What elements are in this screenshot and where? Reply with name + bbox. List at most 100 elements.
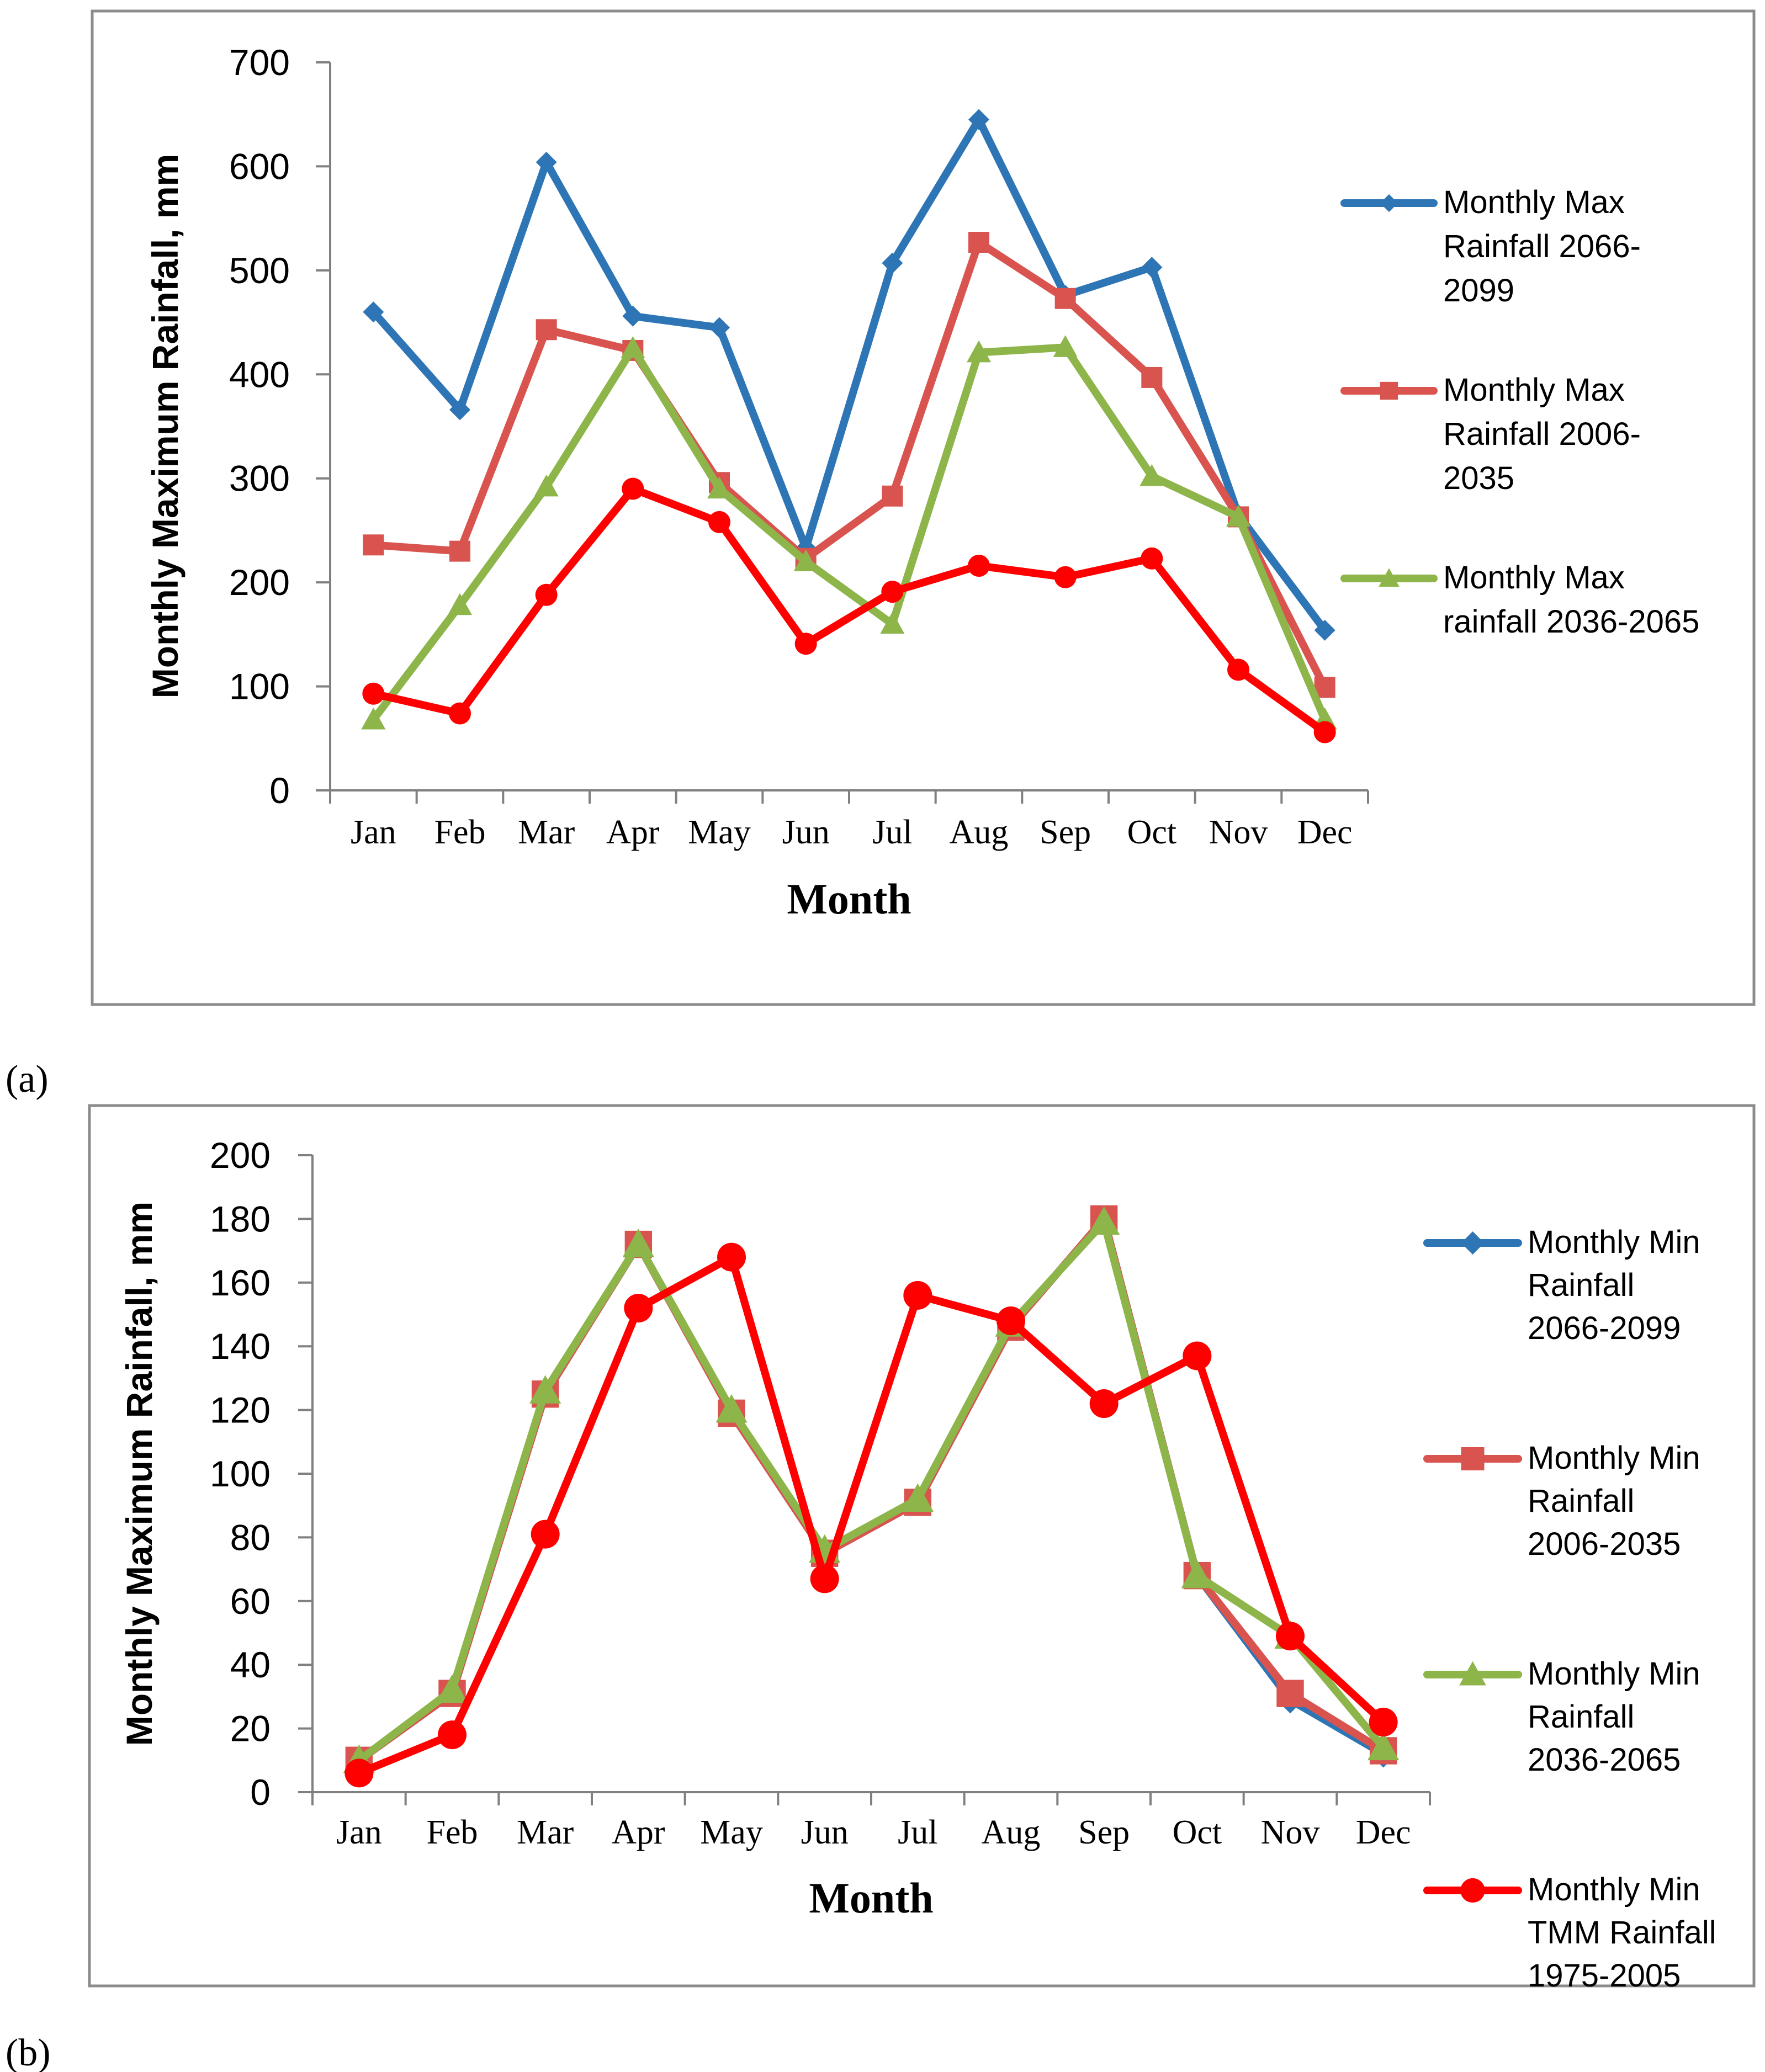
panel-0-data-point-jun	[793, 549, 818, 572]
panel-1-data-point-may	[715, 1394, 748, 1423]
panel-1-legend-label: 2066-2099	[1528, 1310, 1681, 1346]
panel-0-data-point-aug	[967, 340, 991, 363]
panel-1-y-tick-label: 80	[230, 1517, 271, 1558]
panel-0-x-tick-label-aug: Aug	[950, 814, 1009, 851]
panel-1-legend-label: TMM Rainfall	[1528, 1915, 1716, 1951]
panel-0-data-point-aug	[968, 231, 989, 253]
panel-0-data-point-may	[707, 476, 732, 499]
panel-1-legend: Monthly Min Rainfall 2066-2099 Monthly Min R…	[1423, 1224, 1716, 1994]
panel-1-y-tick-label: 100	[210, 1453, 271, 1494]
panel-0-data-point-mar	[535, 583, 558, 606]
panel-a-label: (a)	[6, 1058, 49, 1101]
panel-0-data-point-apr	[622, 477, 644, 500]
panel-0-data-point-feb	[449, 399, 470, 421]
panel-0-data-point-oct	[1141, 257, 1163, 278]
panel-0-data-point-may	[709, 317, 730, 338]
panel-1-x-tick-label-oct: Oct	[1173, 1814, 1222, 1851]
panel-1-legend-label: Monthly Min	[1528, 1872, 1700, 1908]
panel-1-legend-marker	[1461, 1447, 1485, 1470]
panel-0-data-point-sep	[1053, 335, 1078, 357]
panel-1-legend-label: Monthly Min	[1528, 1224, 1700, 1260]
panel-1-y-tick-label: 0	[250, 1772, 271, 1813]
panel-1-series-line	[355, 1253, 1387, 1777]
panel-1-data-point-sep	[1089, 1389, 1119, 1418]
panel-0-series-line	[369, 115, 1329, 634]
panel-0-data-point-jul	[882, 485, 903, 507]
panel-1-y-tick-label: 140	[210, 1326, 271, 1367]
panel-0-data-point-dec	[1313, 721, 1336, 743]
panel-0-legend-marker	[1379, 568, 1400, 587]
panel-1-legend-label: 2006-2035	[1528, 1526, 1681, 1562]
panel-0-data-point-jul	[882, 252, 903, 274]
panel-1-y-tick-label: 40	[230, 1644, 271, 1685]
panel-0-x-tick-label-feb: Feb	[434, 814, 486, 851]
panel-0-data-point-oct	[1141, 366, 1163, 388]
panel-1-data-point-oct	[1181, 1560, 1213, 1588]
panel-0-data-point-feb	[448, 593, 472, 615]
panel-0-legend-label: 2099	[1443, 273, 1514, 309]
panel-0-y-axis-title: Monthly Maximum Rainfall, mm	[145, 154, 185, 698]
panel-1-x-tick-label-nov: Nov	[1261, 1814, 1320, 1851]
panel-1-y-tick-label: 200	[210, 1135, 271, 1176]
panel-0-data-point-mar	[536, 151, 557, 173]
panel-0-legend-label: rainfall 2036-2065	[1443, 604, 1699, 640]
panel-0-x-tick-label-jan: Jan	[351, 814, 396, 851]
panel-0-legend: Monthly Max Rainfall 2066- 2099 Monthly Max…	[1340, 184, 1699, 640]
panel-1-legend-marker	[1460, 1878, 1485, 1903]
panel-1-y-tick-label: 60	[230, 1581, 271, 1622]
panel-0-data-point-may	[708, 511, 730, 533]
panel-1-data-point-mar	[531, 1520, 560, 1549]
panel-0-data-point-aug	[968, 554, 990, 577]
panel-0-legend-label: 2035	[1443, 460, 1514, 496]
panel-0-data-point-nov	[1226, 504, 1250, 527]
panel-1-data-point-aug	[997, 1306, 1025, 1336]
panel-0-data-point-sep	[1054, 566, 1077, 588]
panel-1-data-point-apr	[624, 1293, 653, 1322]
panel-0-series-line	[369, 343, 1329, 724]
panel-1-x-tick-label-feb: Feb	[427, 1814, 478, 1851]
panel-0-legend-marker	[1380, 194, 1398, 212]
panel-0-x-tick-label-sep: Sep	[1040, 814, 1091, 851]
panel-0-x-tick-label-may: May	[688, 814, 751, 851]
panel-1-y-axis-title: Monthly Maximum Rainfall, mm	[119, 1202, 160, 1746]
panel-0-legend-label: Monthly Max	[1443, 184, 1625, 220]
panel-1-data-point-nov	[1276, 1680, 1304, 1707]
panel-0-legend-label: Monthly Max	[1443, 372, 1625, 408]
panel-0-legend-label: Monthly Max	[1443, 560, 1625, 596]
panel-0-x-tick-label-oct: Oct	[1127, 814, 1177, 851]
panel-1-data-point-feb	[436, 1674, 468, 1703]
panel-0-y-tick-label: 0	[269, 770, 290, 811]
panel-1-legend-marker	[1461, 1231, 1485, 1255]
panel-1-data-point-jan	[344, 1758, 374, 1788]
panel-1-legend-marker	[1459, 1661, 1486, 1686]
panel-0-data-point-jan	[363, 301, 384, 323]
panel-b-label: (b)	[6, 2032, 51, 2072]
panel-a-frame	[91, 9, 1756, 1006]
panel-1-legend-label: Rainfall	[1528, 1267, 1634, 1303]
panel-0-data-point-apr	[621, 336, 645, 358]
panel-1-y-tick-label: 160	[210, 1262, 271, 1303]
panel-1-data-point-jun	[810, 1564, 839, 1593]
panel-0-data-point-oct	[1141, 547, 1163, 570]
panel-0-data-point-mar	[534, 474, 559, 497]
panel-0-data-point-jul	[880, 612, 905, 634]
panel-0-x-tick-label-nov: Nov	[1209, 814, 1268, 851]
panel-1-y-tick-label: 20	[230, 1708, 271, 1749]
panel-0-data-point-nov	[1227, 658, 1249, 681]
panel-1-series-line	[355, 1218, 1387, 1765]
panel-1-x-tick-label-jul: Jul	[898, 1814, 937, 1851]
panel-0-data-point-apr	[622, 305, 644, 327]
panel-1-data-point-dec	[1368, 1731, 1400, 1761]
panel-1-x-tick-label-apr: Apr	[612, 1814, 665, 1851]
panel-1-data-point-apr	[622, 1228, 654, 1257]
panel-0-x-tick-label-jun: Jun	[782, 814, 830, 851]
panel-0-x-tick-label-mar: Mar	[518, 814, 575, 851]
panel-1-x-tick-label-aug: Aug	[982, 1814, 1041, 1851]
panel-1-data-point-dec	[1369, 1708, 1398, 1737]
panel-a: (a) 0 100 200 300 400 500 600 700 Jan Feb Mar Apr Ma…	[6, 9, 1756, 1101]
panel-0-y-tick-label: 300	[229, 458, 290, 499]
panel-1-x-tick-label-sep: Sep	[1078, 1814, 1130, 1851]
panel-1-x-tick-label-mar: Mar	[517, 1814, 574, 1851]
panel-1-data-point-sep	[1088, 1206, 1120, 1235]
panel-1-data-point-jul	[903, 1281, 932, 1310]
